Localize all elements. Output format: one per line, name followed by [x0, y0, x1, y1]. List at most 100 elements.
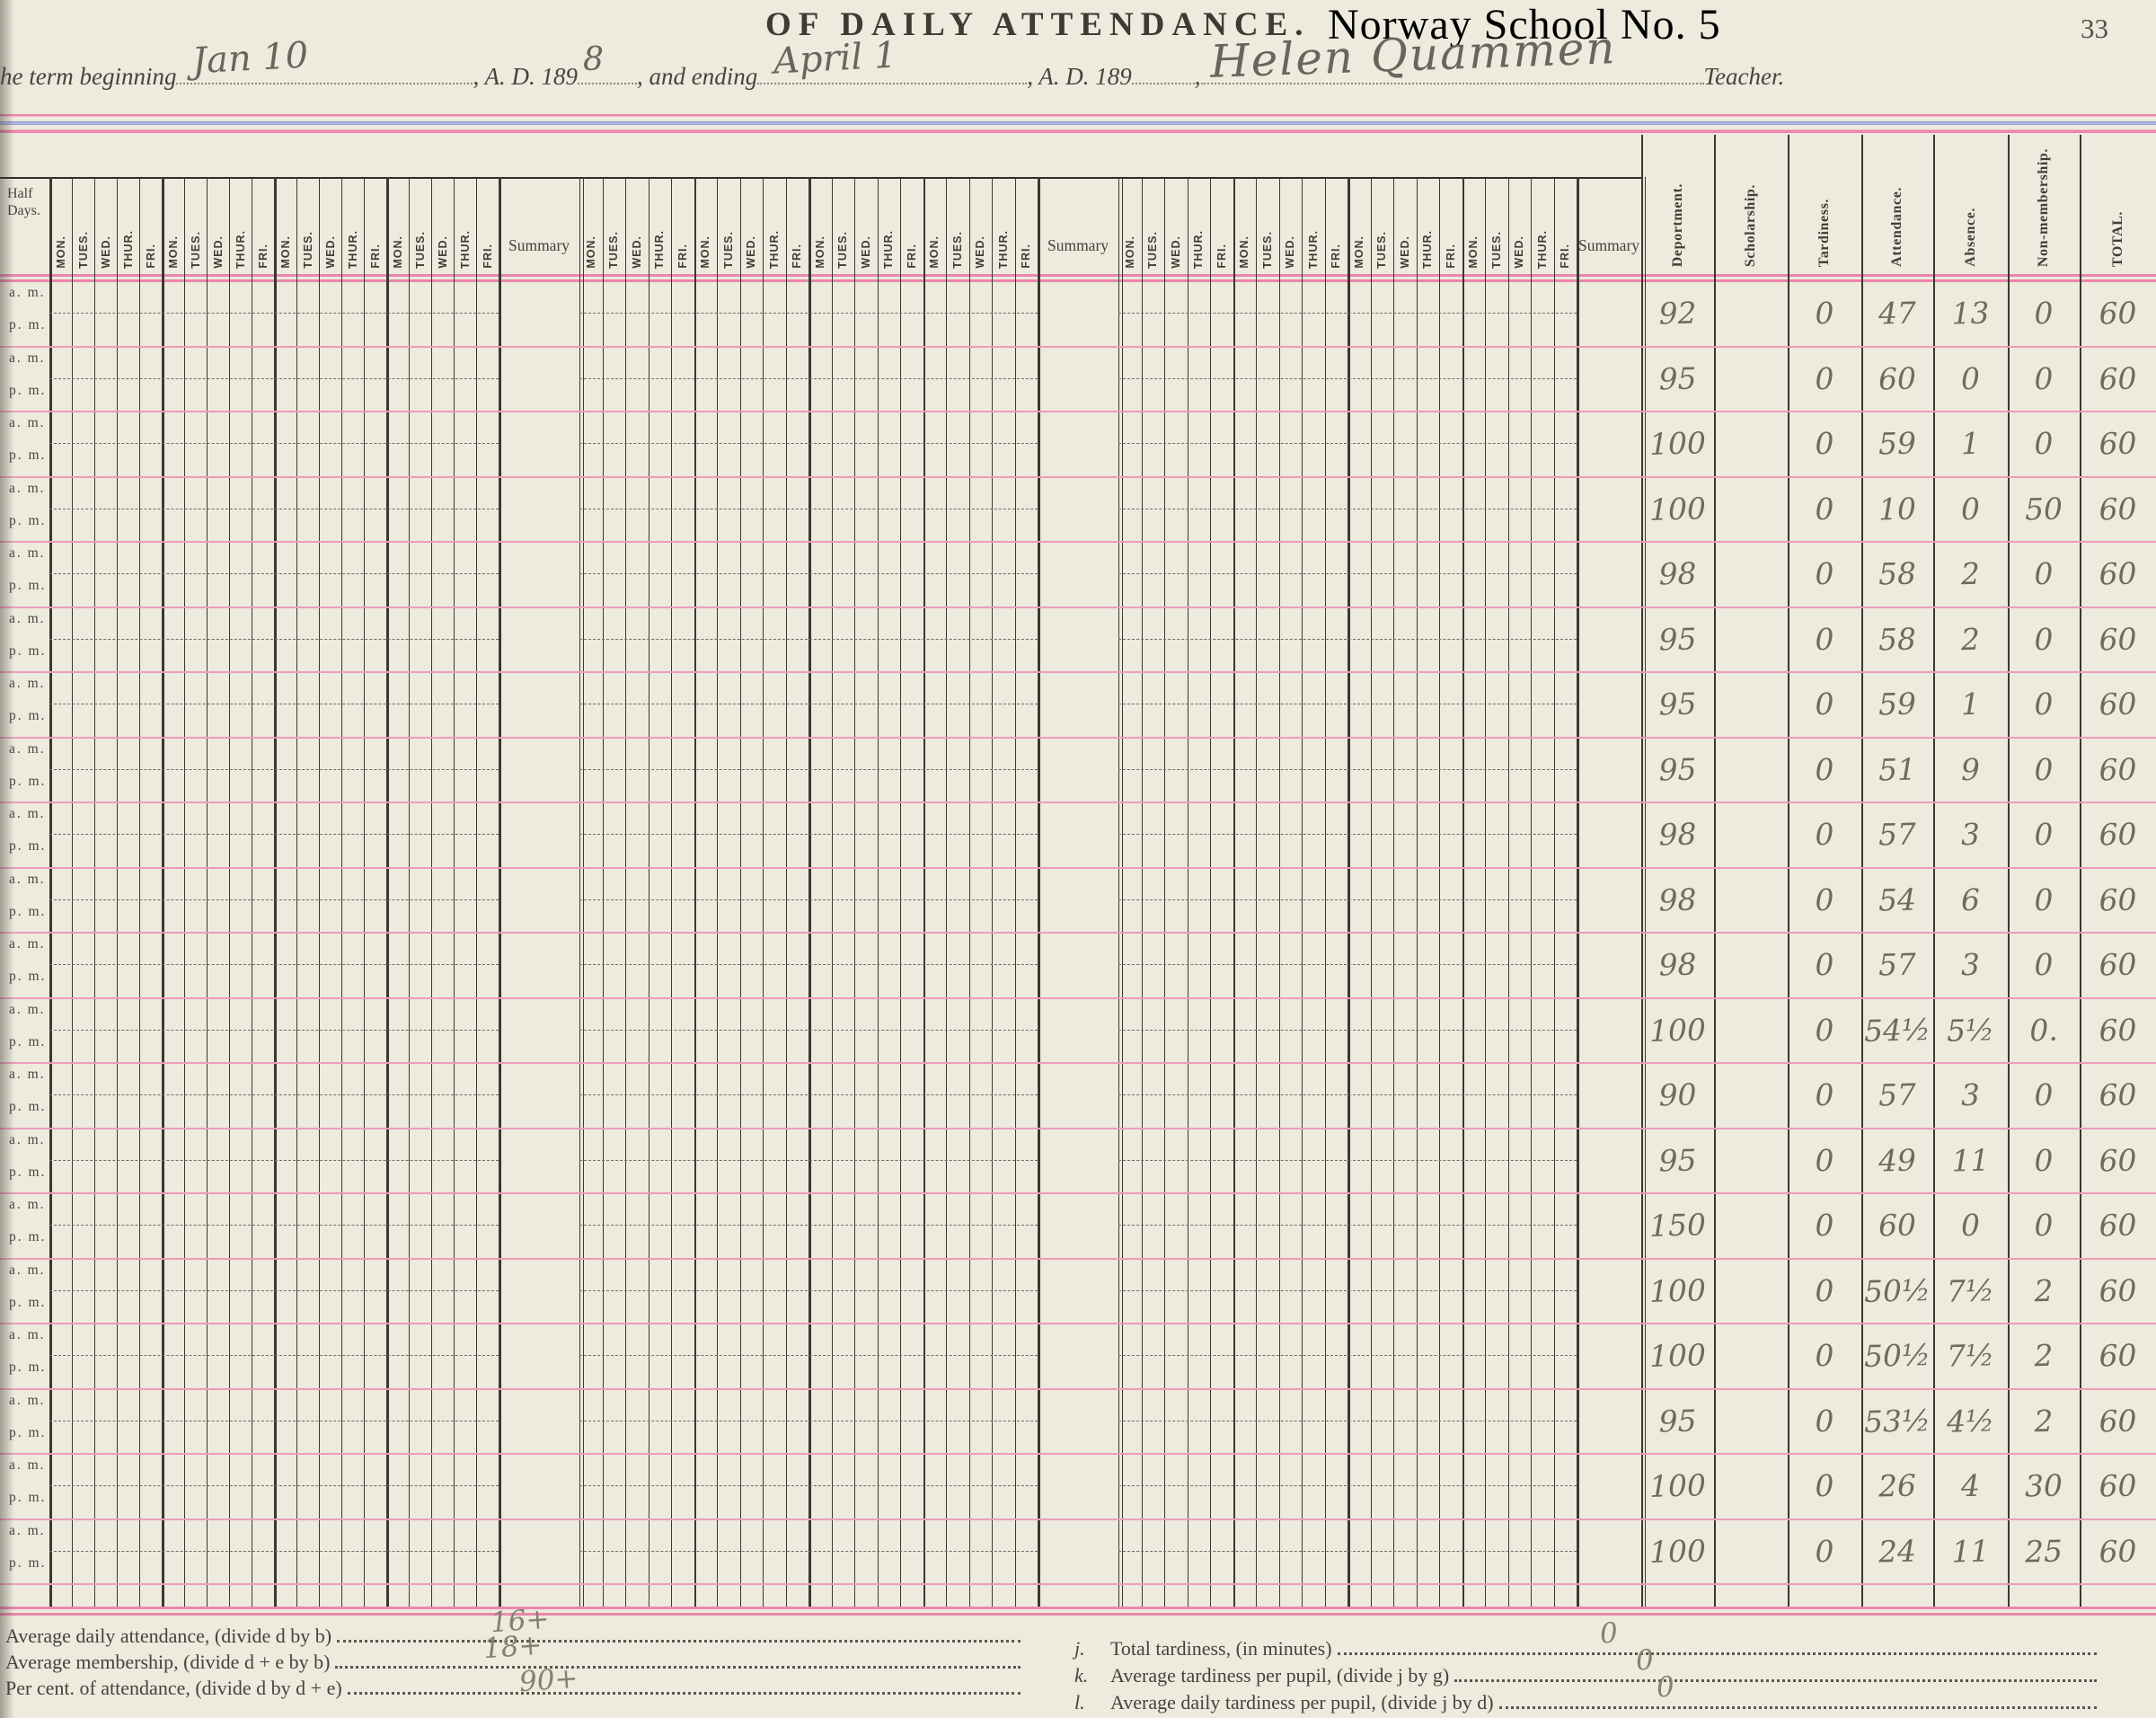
- grid-cell-value: 0: [1814, 686, 1835, 722]
- grid-cell-value: 30: [2024, 1467, 2063, 1504]
- grid-cell-value: 0: [1814, 1076, 1835, 1113]
- half-day-row-label-am: a. m.: [9, 871, 46, 887]
- grid-cell-value: 1: [1960, 686, 1981, 722]
- day-label: FRI.: [1444, 244, 1457, 269]
- grid-cell-value: 4½: [1946, 1402, 1995, 1439]
- half-day-divider-dashes: [49, 768, 499, 770]
- day-column-header: FRI.: [1015, 181, 1038, 269]
- grid-vertical-line: [992, 177, 994, 1607]
- day-label: THUR.: [1192, 229, 1206, 269]
- grid-cell-value: 95: [1657, 1141, 1698, 1178]
- grid-cell-value: 0: [1814, 425, 1835, 462]
- grid-cell-value: 0: [2033, 750, 2054, 787]
- half-day-row-label-pm: p. m.: [9, 447, 47, 463]
- grid-vertical-line: [1416, 177, 1418, 1607]
- day-label: THUR.: [767, 229, 781, 269]
- grid-cell-value: 95: [1657, 1402, 1698, 1439]
- grid-cell-value: 53½: [1863, 1402, 1931, 1439]
- half-day-row-label-pm: p. m.: [9, 512, 47, 528]
- day-label: TUES.: [1260, 231, 1274, 269]
- teacher-label: Teacher.: [1703, 63, 1785, 90]
- grid-cell-value: 0: [1814, 1207, 1835, 1244]
- half-day-row-label-pm: p. m.: [9, 317, 47, 332]
- day-label: MON.: [1352, 235, 1365, 269]
- grid-cell-value: 49: [1878, 1141, 1917, 1178]
- summary-column-label: Summary: [1577, 236, 1640, 254]
- day-column-header: WED.: [1393, 181, 1417, 269]
- grid-vertical-line: [1553, 177, 1555, 1607]
- pair-bottom-rule: [0, 1323, 2156, 1324]
- grid-cell-value: 54½: [1863, 1011, 1931, 1049]
- pink-double-rule: [0, 279, 2156, 282]
- day-column-header: MON.: [579, 181, 603, 269]
- half-day-divider-dashes: [1118, 964, 1577, 966]
- grid-vertical-line: [831, 177, 833, 1607]
- grid-cell-value: 0: [1960, 490, 1981, 527]
- grid-vertical-line: [1122, 177, 1124, 1607]
- grid-cell-value: 60: [2098, 425, 2138, 462]
- right-column-label: Absence.: [1962, 208, 1978, 267]
- grid-cell-value: 60: [2098, 1337, 2138, 1374]
- grid-cell-value: 0: [2033, 816, 2054, 853]
- day-label: THUR.: [346, 229, 359, 269]
- grid-vertical-line: [1164, 177, 1166, 1607]
- day-label: MON.: [54, 235, 67, 269]
- grid-cell-value: 0: [2033, 946, 2054, 983]
- half-day-divider-dashes: [579, 638, 1038, 640]
- day-column-header: THUR.: [1302, 181, 1325, 269]
- pink-double-rule: [0, 1613, 2156, 1616]
- day-column-header: TUES.: [1142, 181, 1165, 269]
- day-column-header: MON.: [162, 181, 184, 269]
- footer-avg-daily-tardiness: l. Average daily tardiness per pupil, (d…: [1074, 1670, 2097, 1714]
- day-label: WED.: [211, 235, 225, 269]
- footer-value-handwriting: 0: [1655, 1670, 1675, 1705]
- footer-value-handwriting: 90+: [517, 1661, 579, 1699]
- day-column-header: THUR.: [649, 181, 672, 269]
- grid-vertical-line: [1645, 177, 1647, 1607]
- grid-cell-value: 0: [2033, 1141, 2054, 1178]
- grid-cell-value: 60: [2098, 1402, 2138, 1439]
- day-column-header: THUR.: [229, 181, 252, 269]
- grid-cell-value: 60: [2098, 686, 2138, 722]
- half-day-row-label-pm: p. m.: [9, 1424, 47, 1440]
- half-day-row-label-am: a. m.: [9, 1327, 46, 1342]
- day-label: FRI.: [676, 244, 689, 269]
- day-label: THUR.: [653, 229, 667, 269]
- day-label: WED.: [630, 235, 643, 269]
- term-ad1-blank: 8: [577, 41, 637, 84]
- grid-cell-value: 60: [2098, 1467, 2138, 1504]
- term-beginning-label: he term beginning: [0, 63, 177, 90]
- grid-vertical-line: [1393, 177, 1395, 1607]
- footer-value-handwriting: 18+: [482, 1628, 543, 1666]
- day-column-header: MON.: [49, 181, 72, 269]
- day-column-header: MON.: [1348, 181, 1371, 269]
- pair-bottom-rule: [0, 671, 2156, 673]
- grid-cell-value: 98: [1657, 555, 1698, 592]
- day-column-header: FRI.: [252, 181, 274, 269]
- day-label: TUES.: [413, 231, 427, 269]
- grid-cell-value: 0: [1814, 620, 1835, 657]
- grid-vertical-line: [1118, 177, 1120, 1607]
- grid-vertical-line: [671, 177, 673, 1607]
- grid-cell-value: 51: [1878, 750, 1917, 787]
- summary-column-line: [1038, 177, 1040, 1607]
- summary-column-line: [499, 177, 501, 1607]
- grid-vertical-line: [1278, 177, 1280, 1607]
- grid-cell-value: 0: [2033, 881, 2054, 917]
- grid-cell-value: 60: [2098, 946, 2138, 983]
- pair-bottom-rule: [0, 1192, 2156, 1194]
- grid-cell-value: 0: [1814, 555, 1835, 592]
- grid-cell-value: 6: [1960, 881, 1981, 917]
- grid-vertical-line: [1256, 177, 1258, 1607]
- grid-cell-value: 0: [1814, 1532, 1835, 1569]
- half-day-divider-dashes: [1118, 1159, 1577, 1161]
- half-day-divider-dashes: [1118, 1094, 1577, 1096]
- day-label: WED.: [974, 235, 987, 269]
- grid-vertical-line: [854, 177, 856, 1607]
- grid-vertical-line: [139, 177, 141, 1607]
- day-column-header: MON.: [923, 181, 947, 269]
- grid-vertical-line: [94, 177, 96, 1607]
- day-label: MON.: [928, 235, 941, 269]
- half-day-divider-dashes: [1118, 573, 1577, 575]
- day-column-header: TUES.: [603, 181, 626, 269]
